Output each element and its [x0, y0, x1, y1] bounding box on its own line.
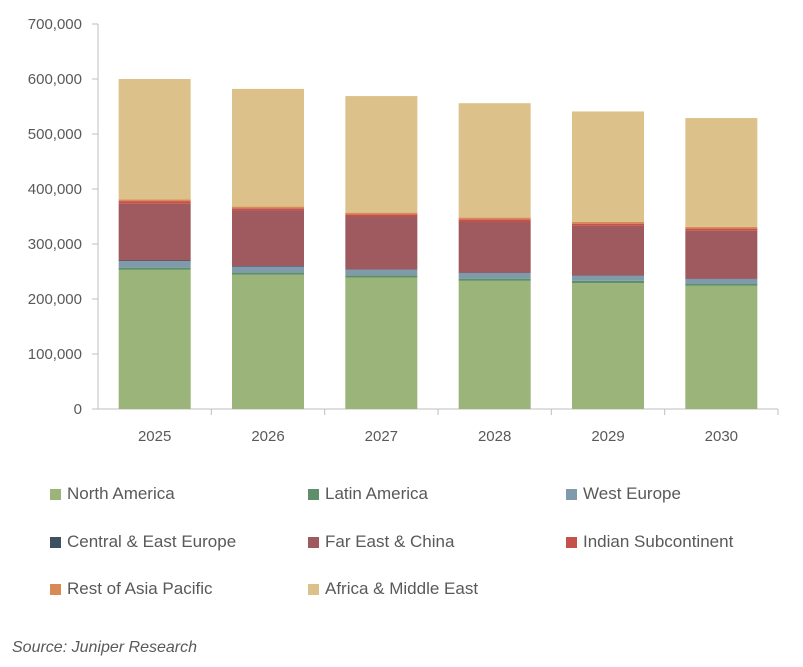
bar-segment-far-east-china-2030	[685, 230, 758, 279]
bar-segment-latin-america-2027	[345, 275, 418, 278]
bar-segment-central-east-europe-2027	[345, 269, 418, 270]
bar-segment-indian-subcontinent-2028	[458, 219, 531, 222]
bar-segment-latin-america-2030	[685, 283, 758, 286]
y-tick-label: 300,000	[28, 236, 82, 253]
y-tick-label: 600,000	[28, 71, 82, 88]
bar-segment-west-europe-2026	[232, 266, 304, 273]
legend-label: Rest of Asia Pacific	[67, 579, 213, 598]
legend-swatch	[308, 536, 319, 548]
bar-segment-indian-subcontinent-2029	[572, 223, 644, 226]
bar-segment-latin-america-2028	[458, 278, 531, 281]
bar-segment-africa-middle-east-2026	[232, 88, 304, 207]
bar-segment-far-east-china-2029	[572, 225, 644, 276]
legend-item: Africa & Middle East	[308, 579, 478, 599]
x-tick-label: 2030	[705, 428, 738, 445]
legend-swatch	[566, 488, 577, 500]
bar-segment-rest-of-asia-pacific-2029	[572, 222, 644, 224]
bar-segment-far-east-china-2028	[458, 222, 531, 273]
source-note: Source: Juniper Research	[12, 639, 197, 656]
legend-swatch	[308, 583, 319, 595]
legend-swatch	[308, 488, 319, 500]
legend-label: West Europe	[583, 484, 681, 503]
bar-segment-africa-middle-east-2027	[345, 96, 418, 213]
y-tick-label: 400,000	[28, 181, 82, 198]
bar-segment-latin-america-2029	[572, 280, 644, 284]
legend-item: West Europe	[566, 484, 681, 504]
y-tick-label: 100,000	[28, 346, 82, 363]
y-tick-label: 700,000	[28, 16, 82, 33]
legend-swatch	[566, 536, 577, 548]
bar-segment-latin-america-2026	[232, 272, 304, 275]
bar-segment-rest-of-asia-pacific-2025	[118, 199, 191, 202]
bar-segment-west-europe-2025	[118, 261, 191, 268]
x-tick-label: 2025	[138, 428, 171, 445]
bar-segment-africa-middle-east-2028	[458, 103, 531, 218]
legend-swatch	[50, 488, 61, 500]
x-tick-label: 2026	[251, 428, 284, 445]
legend-item: Central & East Europe	[50, 532, 236, 552]
bar-segment-central-east-europe-2026	[232, 266, 304, 267]
bar-segment-africa-middle-east-2025	[118, 79, 191, 200]
legend-label: Far East & China	[325, 532, 455, 551]
bar-segment-indian-subcontinent-2026	[232, 208, 304, 211]
bar-segment-africa-middle-east-2029	[572, 111, 644, 222]
x-tick-label: 2028	[478, 428, 511, 445]
bar-segment-central-east-europe-2025	[118, 260, 191, 262]
bar-segment-latin-america-2025	[118, 267, 191, 270]
legend-label: North America	[67, 484, 175, 503]
legend-label: Latin America	[325, 484, 428, 503]
bar-segment-rest-of-asia-pacific-2028	[458, 217, 531, 220]
bar-segment-north-america-2029	[572, 283, 644, 409]
bar-segment-rest-of-asia-pacific-2027	[345, 212, 418, 215]
bar-segment-north-america-2025	[118, 269, 191, 409]
legend-label: Africa & Middle East	[325, 579, 479, 598]
legend-label: Central & East Europe	[67, 532, 237, 551]
bar-segment-indian-subcontinent-2027	[345, 214, 418, 217]
legend-item: Latin America	[308, 484, 428, 504]
y-tick-label: 0	[74, 401, 82, 418]
bar-segment-west-europe-2028	[458, 273, 531, 279]
bar-segment-west-europe-2029	[572, 275, 644, 281]
legend-item: North America	[50, 484, 175, 504]
legend-label: Indian Subcontinent	[583, 532, 734, 551]
bar-segment-far-east-china-2027	[345, 216, 418, 270]
bar-segment-far-east-china-2025	[118, 203, 191, 261]
bar-segment-indian-subcontinent-2025	[118, 201, 191, 204]
bar-segment-central-east-europe-2029	[572, 275, 644, 276]
bar-segment-west-europe-2027	[345, 269, 418, 276]
legend-swatch	[50, 583, 61, 595]
bar-segment-central-east-europe-2028	[458, 272, 531, 274]
legend-swatch	[50, 536, 61, 548]
bar-segment-rest-of-asia-pacific-2030	[685, 226, 758, 229]
bar-segment-north-america-2030	[685, 285, 758, 409]
bar-segment-africa-middle-east-2030	[685, 118, 758, 227]
bar-segment-indian-subcontinent-2030	[685, 228, 758, 231]
x-tick-label: 2029	[591, 428, 624, 445]
bar-segment-north-america-2026	[232, 274, 304, 409]
bar-segment-far-east-china-2026	[232, 210, 304, 266]
legend-item: Rest of Asia Pacific	[50, 579, 213, 599]
bar-segment-central-east-europe-2030	[685, 278, 758, 280]
axis-layer: 0 100,000 200,000 300,000 400,000 500,000 600,…	[28, 16, 779, 445]
legend-item: Indian Subcontinent	[566, 532, 733, 552]
legend-item: Far East & China	[308, 532, 454, 552]
bar-segment-west-europe-2030	[685, 279, 758, 284]
stacked-bar-chart: 0 100,000 200,000 300,000 400,000 500,000 600,…	[28, 16, 779, 445]
bar-segment-north-america-2028	[458, 280, 531, 409]
bar-segment-north-america-2027	[345, 277, 418, 409]
y-tick-label: 500,000	[28, 126, 82, 143]
x-tick-label: 2027	[365, 428, 398, 445]
bar-segment-rest-of-asia-pacific-2026	[232, 206, 304, 209]
y-tick-label: 200,000	[28, 291, 82, 308]
bar-layer	[118, 79, 758, 409]
